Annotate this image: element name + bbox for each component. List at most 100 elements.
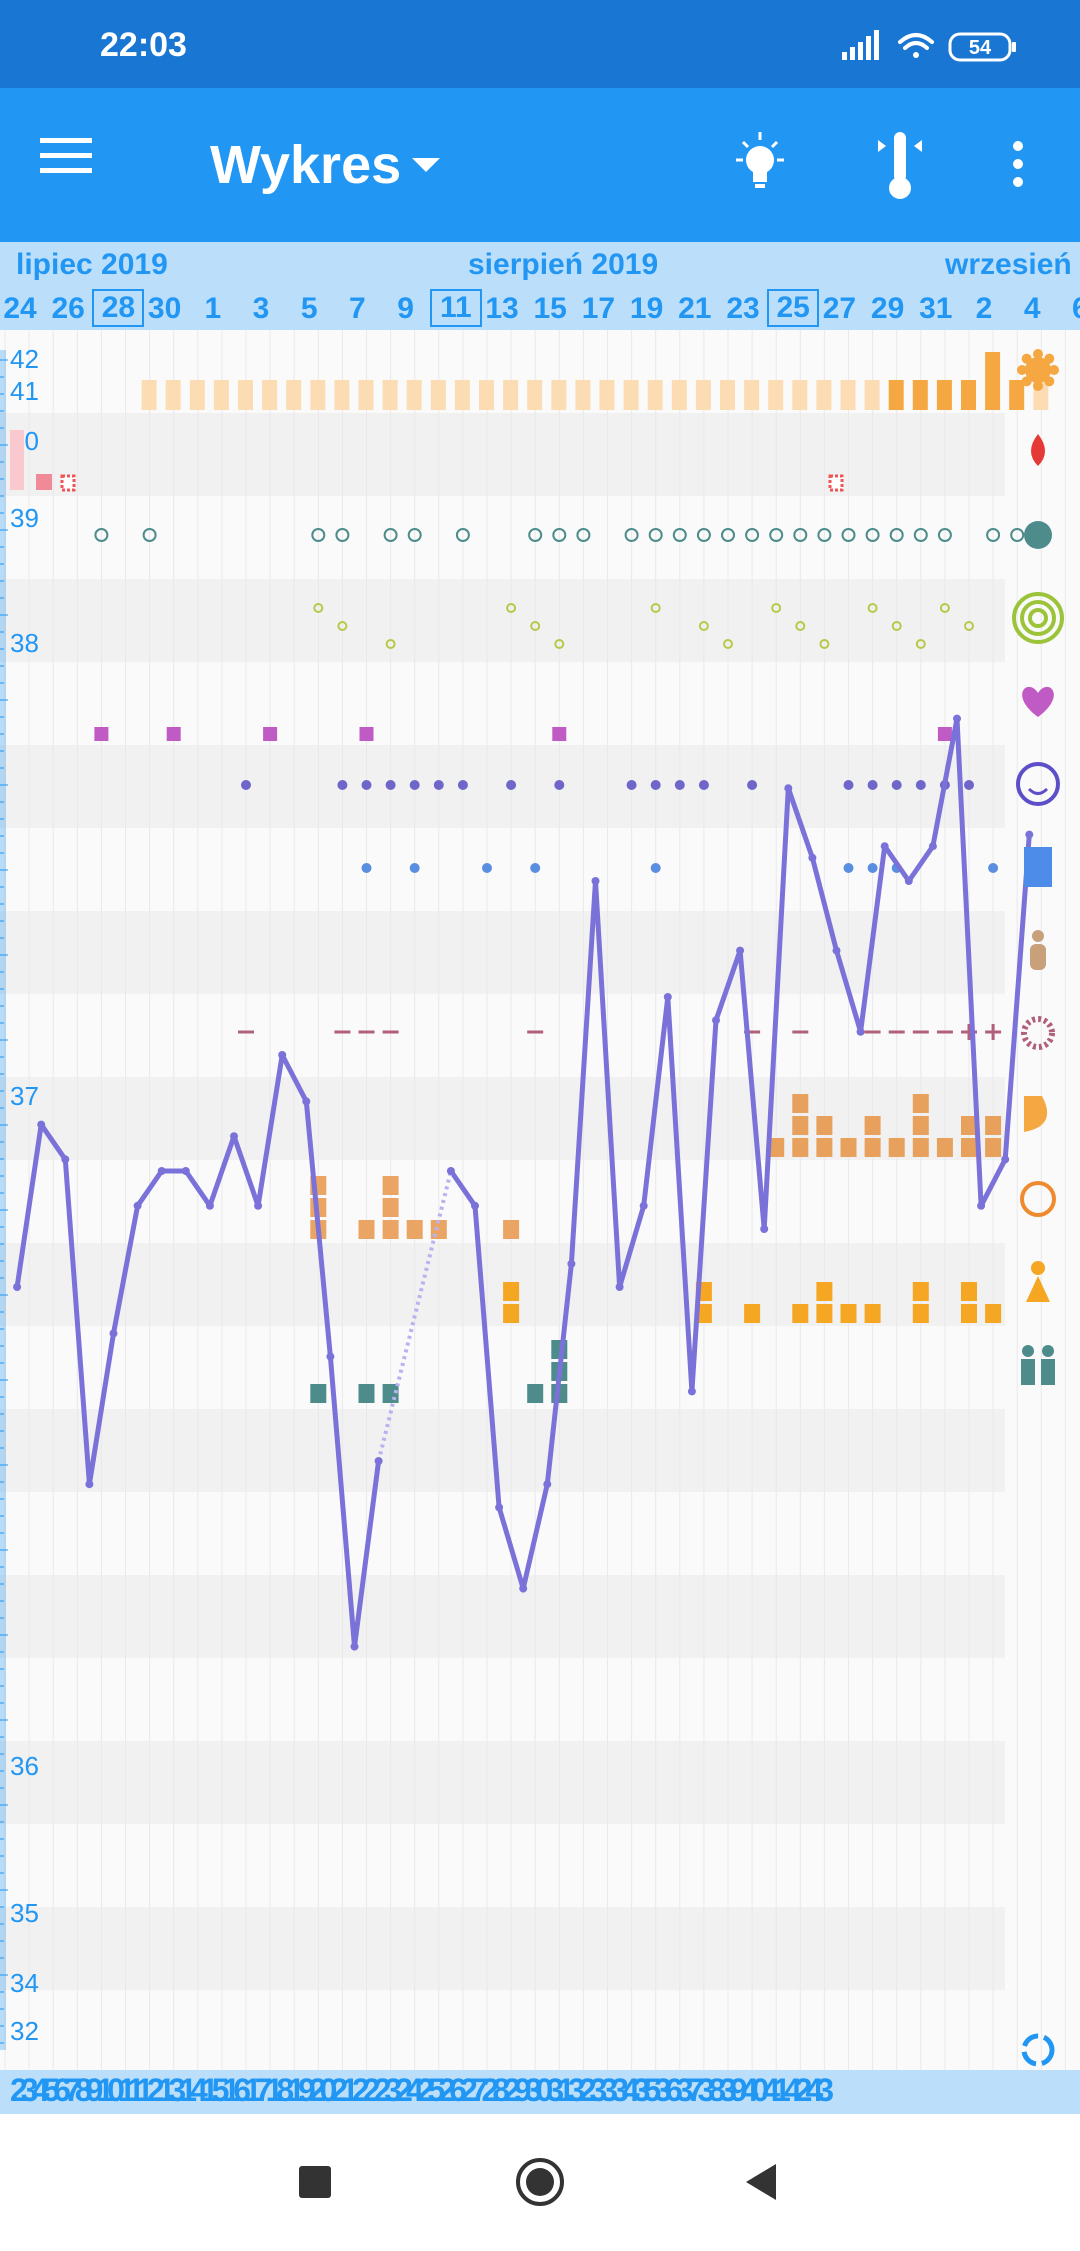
temperature-point bbox=[591, 877, 600, 885]
period-bar bbox=[334, 380, 350, 410]
person-icon bbox=[1031, 1261, 1045, 1275]
temperature-point bbox=[446, 1167, 455, 1175]
recents-icon[interactable] bbox=[299, 2166, 331, 2198]
mucus-symbol bbox=[672, 528, 687, 542]
symptom-bar bbox=[864, 1116, 881, 1135]
mood-dot bbox=[409, 780, 420, 790]
symptom-bar bbox=[961, 1116, 977, 1135]
date-label: 7 bbox=[349, 292, 366, 325]
cramp-bar bbox=[985, 1304, 1002, 1323]
period-bar bbox=[816, 380, 832, 410]
cervix-symbol bbox=[337, 621, 348, 631]
temperature-point bbox=[712, 1016, 720, 1025]
date-label: 31 bbox=[919, 292, 953, 325]
cervix-symbol bbox=[939, 603, 950, 613]
intercourse-stack-bar bbox=[358, 1384, 375, 1403]
flower-petal bbox=[1021, 353, 1032, 364]
mucus-symbol bbox=[721, 528, 735, 542]
couple-body-2 bbox=[1041, 1359, 1055, 1385]
couple-body-1 bbox=[1021, 1359, 1035, 1385]
temperature-point bbox=[254, 1201, 263, 1210]
symptom-bar bbox=[382, 1176, 399, 1195]
temperature-point bbox=[181, 1167, 190, 1175]
heart-icon bbox=[1022, 686, 1054, 717]
symptom-bar bbox=[792, 1116, 809, 1135]
cycle-chart[interactable]: 42 41 40 39 38 37 36 35 34 32 bbox=[0, 330, 1080, 2070]
period-bar bbox=[503, 380, 519, 410]
row-band bbox=[0, 911, 1005, 994]
mood-dot bbox=[964, 780, 974, 790]
temperature-point bbox=[302, 1097, 311, 1106]
date-label: 30 bbox=[147, 292, 182, 325]
temperature-point bbox=[808, 853, 817, 862]
smiley-icon bbox=[1016, 762, 1060, 806]
symptom-bar bbox=[358, 1220, 375, 1239]
y-axis-label: 38 bbox=[10, 628, 39, 658]
mood-dot bbox=[650, 780, 661, 790]
blood-drop-icon bbox=[1031, 434, 1045, 466]
temperature-point bbox=[278, 1051, 287, 1059]
temperature-point bbox=[615, 1283, 624, 1291]
cervix-rings-icon bbox=[1020, 600, 1056, 636]
mucus-symbol bbox=[311, 528, 326, 542]
intercourse-mark bbox=[552, 727, 567, 741]
row-band bbox=[0, 1160, 1005, 1243]
smiley-mouth bbox=[1027, 787, 1049, 795]
mucus-symbol bbox=[142, 528, 157, 542]
thermometer-icon[interactable] bbox=[872, 128, 928, 209]
back-icon[interactable] bbox=[746, 2164, 776, 2200]
date-label: 24 bbox=[3, 292, 37, 325]
cervix-symbol bbox=[650, 603, 661, 613]
row-band bbox=[0, 1326, 1005, 1409]
period-bar bbox=[985, 352, 1001, 410]
intercourse-stack-bar bbox=[527, 1384, 544, 1403]
temperature-point bbox=[784, 784, 793, 793]
month-label: lipiec 2019 bbox=[16, 248, 168, 281]
mood-dot bbox=[891, 780, 902, 790]
cervix-symbol bbox=[819, 639, 830, 649]
intercourse-mark bbox=[937, 727, 952, 741]
tip-bulb-icon[interactable] bbox=[730, 128, 790, 203]
date-label: 26 bbox=[51, 292, 85, 325]
mucus-symbol bbox=[986, 528, 1001, 542]
period-bar bbox=[599, 380, 615, 410]
period-bar bbox=[479, 380, 494, 410]
temperature-point bbox=[880, 842, 889, 851]
period-bar bbox=[189, 380, 205, 410]
symptom-bar bbox=[382, 1220, 399, 1239]
temperature-point bbox=[350, 1642, 359, 1651]
temperature-point bbox=[639, 1201, 648, 1210]
row-band bbox=[0, 1575, 1005, 1658]
row-band bbox=[0, 1741, 1005, 1824]
cervix-symbol bbox=[554, 639, 565, 649]
cervix-rings-icon bbox=[1012, 592, 1064, 644]
more-vert-icon[interactable] bbox=[1006, 138, 1030, 203]
page-title[interactable]: Wykres bbox=[210, 135, 402, 195]
symptom-bar bbox=[985, 1116, 1002, 1135]
status-icons: 54 bbox=[842, 28, 1022, 73]
cervix-symbol bbox=[313, 603, 324, 613]
spotting-mark bbox=[60, 474, 76, 492]
row-band bbox=[0, 828, 1005, 911]
period-bar bbox=[1009, 380, 1025, 410]
y-axis-label: 34 bbox=[10, 1968, 39, 1998]
system-nav-bar bbox=[0, 2114, 1080, 2246]
mucus-symbol bbox=[793, 528, 808, 542]
period-bar bbox=[286, 380, 302, 410]
flower-petal bbox=[1044, 353, 1055, 364]
home-icon[interactable] bbox=[516, 2158, 564, 2206]
date-label: 13 bbox=[485, 292, 519, 325]
symptom-bar bbox=[936, 1138, 953, 1157]
menu-icon[interactable] bbox=[40, 136, 106, 196]
row-band bbox=[0, 1409, 1005, 1492]
dropdown-icon[interactable] bbox=[412, 158, 440, 179]
date-label: 5 bbox=[300, 292, 318, 325]
temperature-point bbox=[1025, 830, 1034, 839]
temperature-point bbox=[543, 1480, 552, 1489]
period-bar bbox=[238, 380, 253, 410]
mood-dot bbox=[241, 780, 251, 790]
temperature-point bbox=[205, 1201, 214, 1210]
cramps-icon bbox=[1020, 1181, 1056, 1217]
temperature-gap bbox=[376, 1170, 453, 1462]
